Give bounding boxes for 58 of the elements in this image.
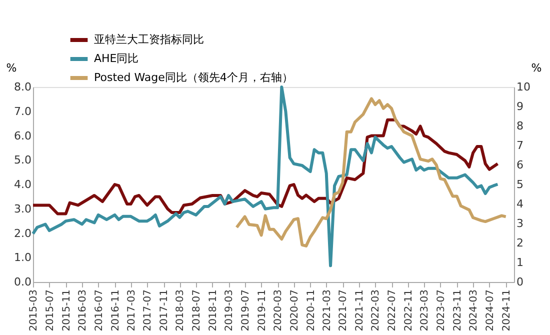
- line-series: [235, 97, 508, 248]
- x-tick-label: 2019-07: [240, 290, 252, 332]
- y2-tick-label: 5: [516, 178, 524, 191]
- y2-tick-label: 4: [516, 198, 524, 210]
- y-tick-label: 7.0: [14, 104, 32, 118]
- legend-label: 亚特兰大工资指标同比: [94, 33, 204, 46]
- y-tick-label: 4.0: [14, 178, 32, 191]
- y2-tick-label: 3: [516, 217, 524, 230]
- x-tick-label: 2020-11: [306, 290, 317, 332]
- x-tick-label: 2019-11: [256, 290, 268, 332]
- x-tick-label: 2022-07: [387, 290, 398, 332]
- y-tick-label: 5.0: [14, 154, 32, 167]
- y2-tick-label: 10: [516, 80, 530, 94]
- x-tick-label: 2017-03: [126, 290, 138, 332]
- y-tick-label: 6.0: [14, 129, 32, 142]
- x-tick-label: 2021-11: [354, 290, 366, 332]
- x-tick-label: 2018-11: [208, 290, 219, 332]
- y2-tick-label: 6: [516, 158, 524, 172]
- x-tick-label: 2016-11: [110, 290, 122, 332]
- y-tick-label: 8.0: [14, 80, 32, 94]
- x-tick-label: 2019-03: [224, 290, 236, 332]
- legend-label: AHE同比: [94, 52, 139, 65]
- y-tick-label: 1.0: [14, 251, 32, 264]
- x-tick-label: 2024-07: [484, 290, 496, 332]
- y-tick-label: 2.0: [14, 226, 32, 240]
- legend-label: Posted Wage同比（领先4个月，右轴）: [94, 71, 293, 84]
- x-tick-label: 2016-07: [94, 290, 105, 332]
- x-tick-label: 2024-11: [501, 290, 512, 332]
- x-tick-label: 2021-03: [322, 290, 333, 332]
- y2-tick-label: 8: [516, 120, 524, 132]
- x-tick-label: 2016-03: [77, 290, 88, 332]
- x-tick-label: 2018-03: [175, 290, 186, 332]
- y2-tick-label: 2: [516, 236, 524, 250]
- line-series: [32, 86, 500, 268]
- x-tick-label: 2022-03: [370, 290, 382, 332]
- y2-tick-label: 7: [516, 139, 524, 152]
- x-tick-label: 2020-07: [289, 290, 300, 332]
- y-axis-title: %: [6, 62, 17, 74]
- x-tick-label: 2017-07: [142, 290, 154, 332]
- x-tick-label: 2017-11: [159, 290, 170, 332]
- x-tick-label: 2022-11: [404, 290, 415, 332]
- x-tick-label: 2020-03: [273, 290, 284, 332]
- y2-tick-label: 0: [516, 276, 524, 288]
- y2-tick-label: 9: [516, 100, 524, 113]
- x-tick-label: 2015-07: [44, 290, 56, 332]
- x-tick-label: 2015-03: [28, 290, 40, 332]
- x-tick-label: 2018-07: [192, 290, 203, 332]
- line-series: [32, 118, 500, 216]
- x-tick-label: 2023-07: [436, 290, 447, 332]
- y-tick-label: 3.0: [14, 202, 32, 216]
- x-tick-label: 2015-11: [61, 290, 72, 332]
- x-tick-label: 2021-07: [338, 290, 350, 332]
- y-tick-label: 0.0: [14, 276, 32, 288]
- y2-tick-label: 1: [516, 256, 524, 269]
- x-tick-label: 2024-03: [468, 290, 480, 332]
- x-tick-label: 2023-03: [420, 290, 431, 332]
- y2-axis-title: %: [531, 62, 542, 74]
- x-tick-label: 2023-11: [452, 290, 464, 332]
